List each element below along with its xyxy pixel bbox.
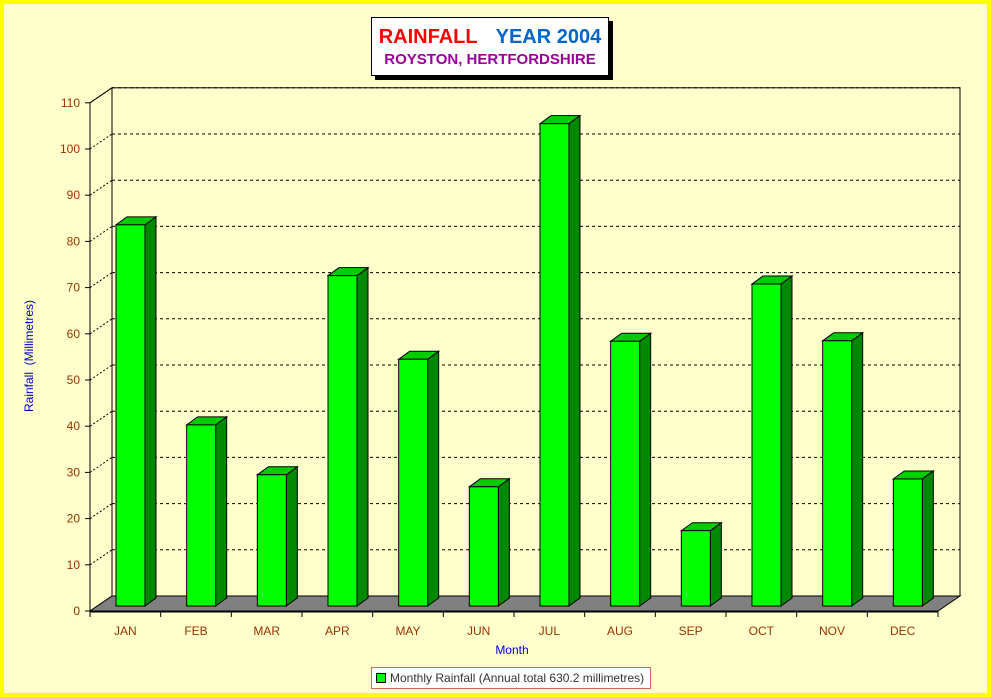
legend-swatch <box>376 672 386 683</box>
bar-dec <box>892 478 923 607</box>
y-tick-label: 10 <box>67 558 81 572</box>
grid-diagonal <box>89 549 113 566</box>
bar-side <box>144 215 157 607</box>
x-tick-label: AUG <box>607 624 633 638</box>
grid-diagonal <box>89 318 113 335</box>
bar-jan <box>115 224 146 607</box>
bar-side <box>285 465 298 607</box>
y-tick-label: 70 <box>67 281 81 295</box>
bar-side <box>851 331 864 607</box>
x-tick-label: JAN <box>114 624 137 638</box>
x-tick-label: OCT <box>749 624 775 638</box>
chart-title: RAINFALL YEAR 2004 <box>372 25 608 49</box>
bar-jul <box>539 123 570 607</box>
bar-feb <box>186 424 217 607</box>
bar-jun <box>468 486 499 607</box>
y-tick-label: 80 <box>67 234 81 248</box>
bar-aug <box>610 340 641 607</box>
bar-may <box>398 358 429 607</box>
legend-label: Monthly Rainfall (Annual total 630.2 mil… <box>390 671 645 685</box>
bar-nov <box>822 340 853 607</box>
bar-side <box>780 275 793 607</box>
x-tick-label: MAY <box>395 624 420 638</box>
bar-side <box>427 350 440 607</box>
x-tick-label: FEB <box>184 624 207 638</box>
grid-diagonal <box>89 410 113 427</box>
grid-diagonal <box>89 456 113 473</box>
grid-diagonal <box>89 225 113 242</box>
bar-mar <box>256 474 287 607</box>
y-tick-label: 110 <box>61 96 80 110</box>
x-axis-title: Month <box>495 643 528 657</box>
y-tick-label: 100 <box>60 142 80 156</box>
bar-side <box>921 469 934 607</box>
grid-diagonal <box>89 503 113 520</box>
bar-side <box>568 114 581 607</box>
grid-diagonal <box>89 133 113 150</box>
grid-diagonal <box>89 272 113 289</box>
bar-oct <box>751 283 782 607</box>
y-tick-label: 50 <box>67 373 81 387</box>
legend: Monthly Rainfall (Annual total 630.2 mil… <box>371 667 652 689</box>
bar-side <box>709 521 722 607</box>
x-tick-label: MAR <box>253 624 280 638</box>
grid-diagonal <box>89 364 113 381</box>
y-tick-label: 0 <box>73 604 80 618</box>
y-tick-label: 30 <box>67 465 81 479</box>
y-axis-title: Rainfall (Millimetres) <box>22 300 36 412</box>
bar-side <box>639 332 652 607</box>
x-tick-label: SEP <box>679 624 703 638</box>
bar-side <box>215 415 228 607</box>
x-tick-label: JUL <box>539 624 561 638</box>
chart-title-rainfall: RAINFALL <box>378 26 478 48</box>
y-tick-label: 20 <box>67 512 81 526</box>
y-tick-label: 90 <box>67 188 81 202</box>
y-tick-label: 60 <box>67 327 81 341</box>
left-wall <box>89 86 113 612</box>
bar-side <box>356 266 369 607</box>
bar-apr <box>327 275 358 607</box>
chart-title-year: YEAR 2004 <box>495 26 602 48</box>
x-tick-label: JUN <box>467 624 490 638</box>
x-tick-label: DEC <box>890 624 916 638</box>
grid-diagonal <box>89 87 113 104</box>
x-tick-label: APR <box>325 624 350 638</box>
bar-sep <box>680 530 711 607</box>
chart-title-box: RAINFALL YEAR 2004 ROYSTON, HERTFORDSHIRE <box>371 17 609 76</box>
y-tick-label: 40 <box>67 419 81 433</box>
x-tick-label: NOV <box>819 624 845 638</box>
grid-diagonal <box>89 179 113 196</box>
chart-subtitle: ROYSTON, HERTFORDSHIRE <box>384 51 596 68</box>
bar-side <box>497 477 510 607</box>
